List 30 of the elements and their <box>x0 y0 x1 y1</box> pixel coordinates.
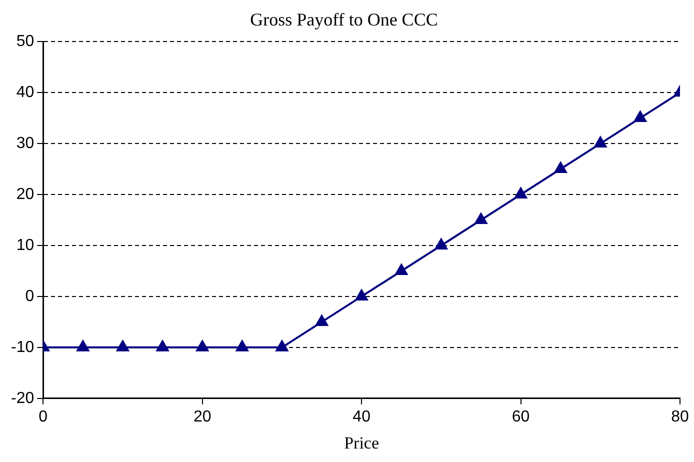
y-tick-label: 20 <box>16 186 34 203</box>
y-tick-label: -20 <box>11 390 34 407</box>
x-tick-label: 0 <box>38 408 48 426</box>
point <box>236 340 248 352</box>
point <box>594 136 607 148</box>
x-tick-label: 80 <box>671 408 689 426</box>
point <box>156 340 169 352</box>
point <box>554 162 567 174</box>
y-tick-label: 10 <box>16 236 34 254</box>
point <box>316 314 328 326</box>
y-tick-label: -10 <box>11 338 34 356</box>
y-tick-label: 0 <box>25 288 34 305</box>
x-tick-label: 40 <box>352 408 371 426</box>
point <box>116 340 129 352</box>
x-axis-title: Price <box>344 433 380 452</box>
point <box>474 213 488 224</box>
y-tick-label: 40 <box>16 84 34 101</box>
point <box>276 340 288 352</box>
point <box>634 111 646 122</box>
point <box>355 289 368 300</box>
y-tick-label: 30 <box>16 134 34 152</box>
point <box>514 188 527 199</box>
x-tick-label: 60 <box>512 408 530 426</box>
point <box>395 264 408 275</box>
point <box>76 340 90 352</box>
x-tick-label: 20 <box>193 408 212 426</box>
y-tick-label: 50 <box>16 33 34 50</box>
point <box>196 340 209 352</box>
chart-title: Gross Payoff to One CCC <box>250 10 438 30</box>
point <box>434 238 448 250</box>
